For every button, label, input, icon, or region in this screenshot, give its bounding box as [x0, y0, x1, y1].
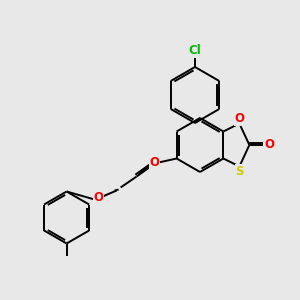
Text: O: O	[94, 191, 103, 204]
Text: Cl: Cl	[189, 44, 201, 58]
Text: S: S	[235, 165, 244, 178]
Text: O: O	[264, 139, 274, 152]
Text: O: O	[150, 156, 160, 169]
Text: O: O	[234, 112, 244, 125]
Text: O: O	[150, 157, 160, 170]
